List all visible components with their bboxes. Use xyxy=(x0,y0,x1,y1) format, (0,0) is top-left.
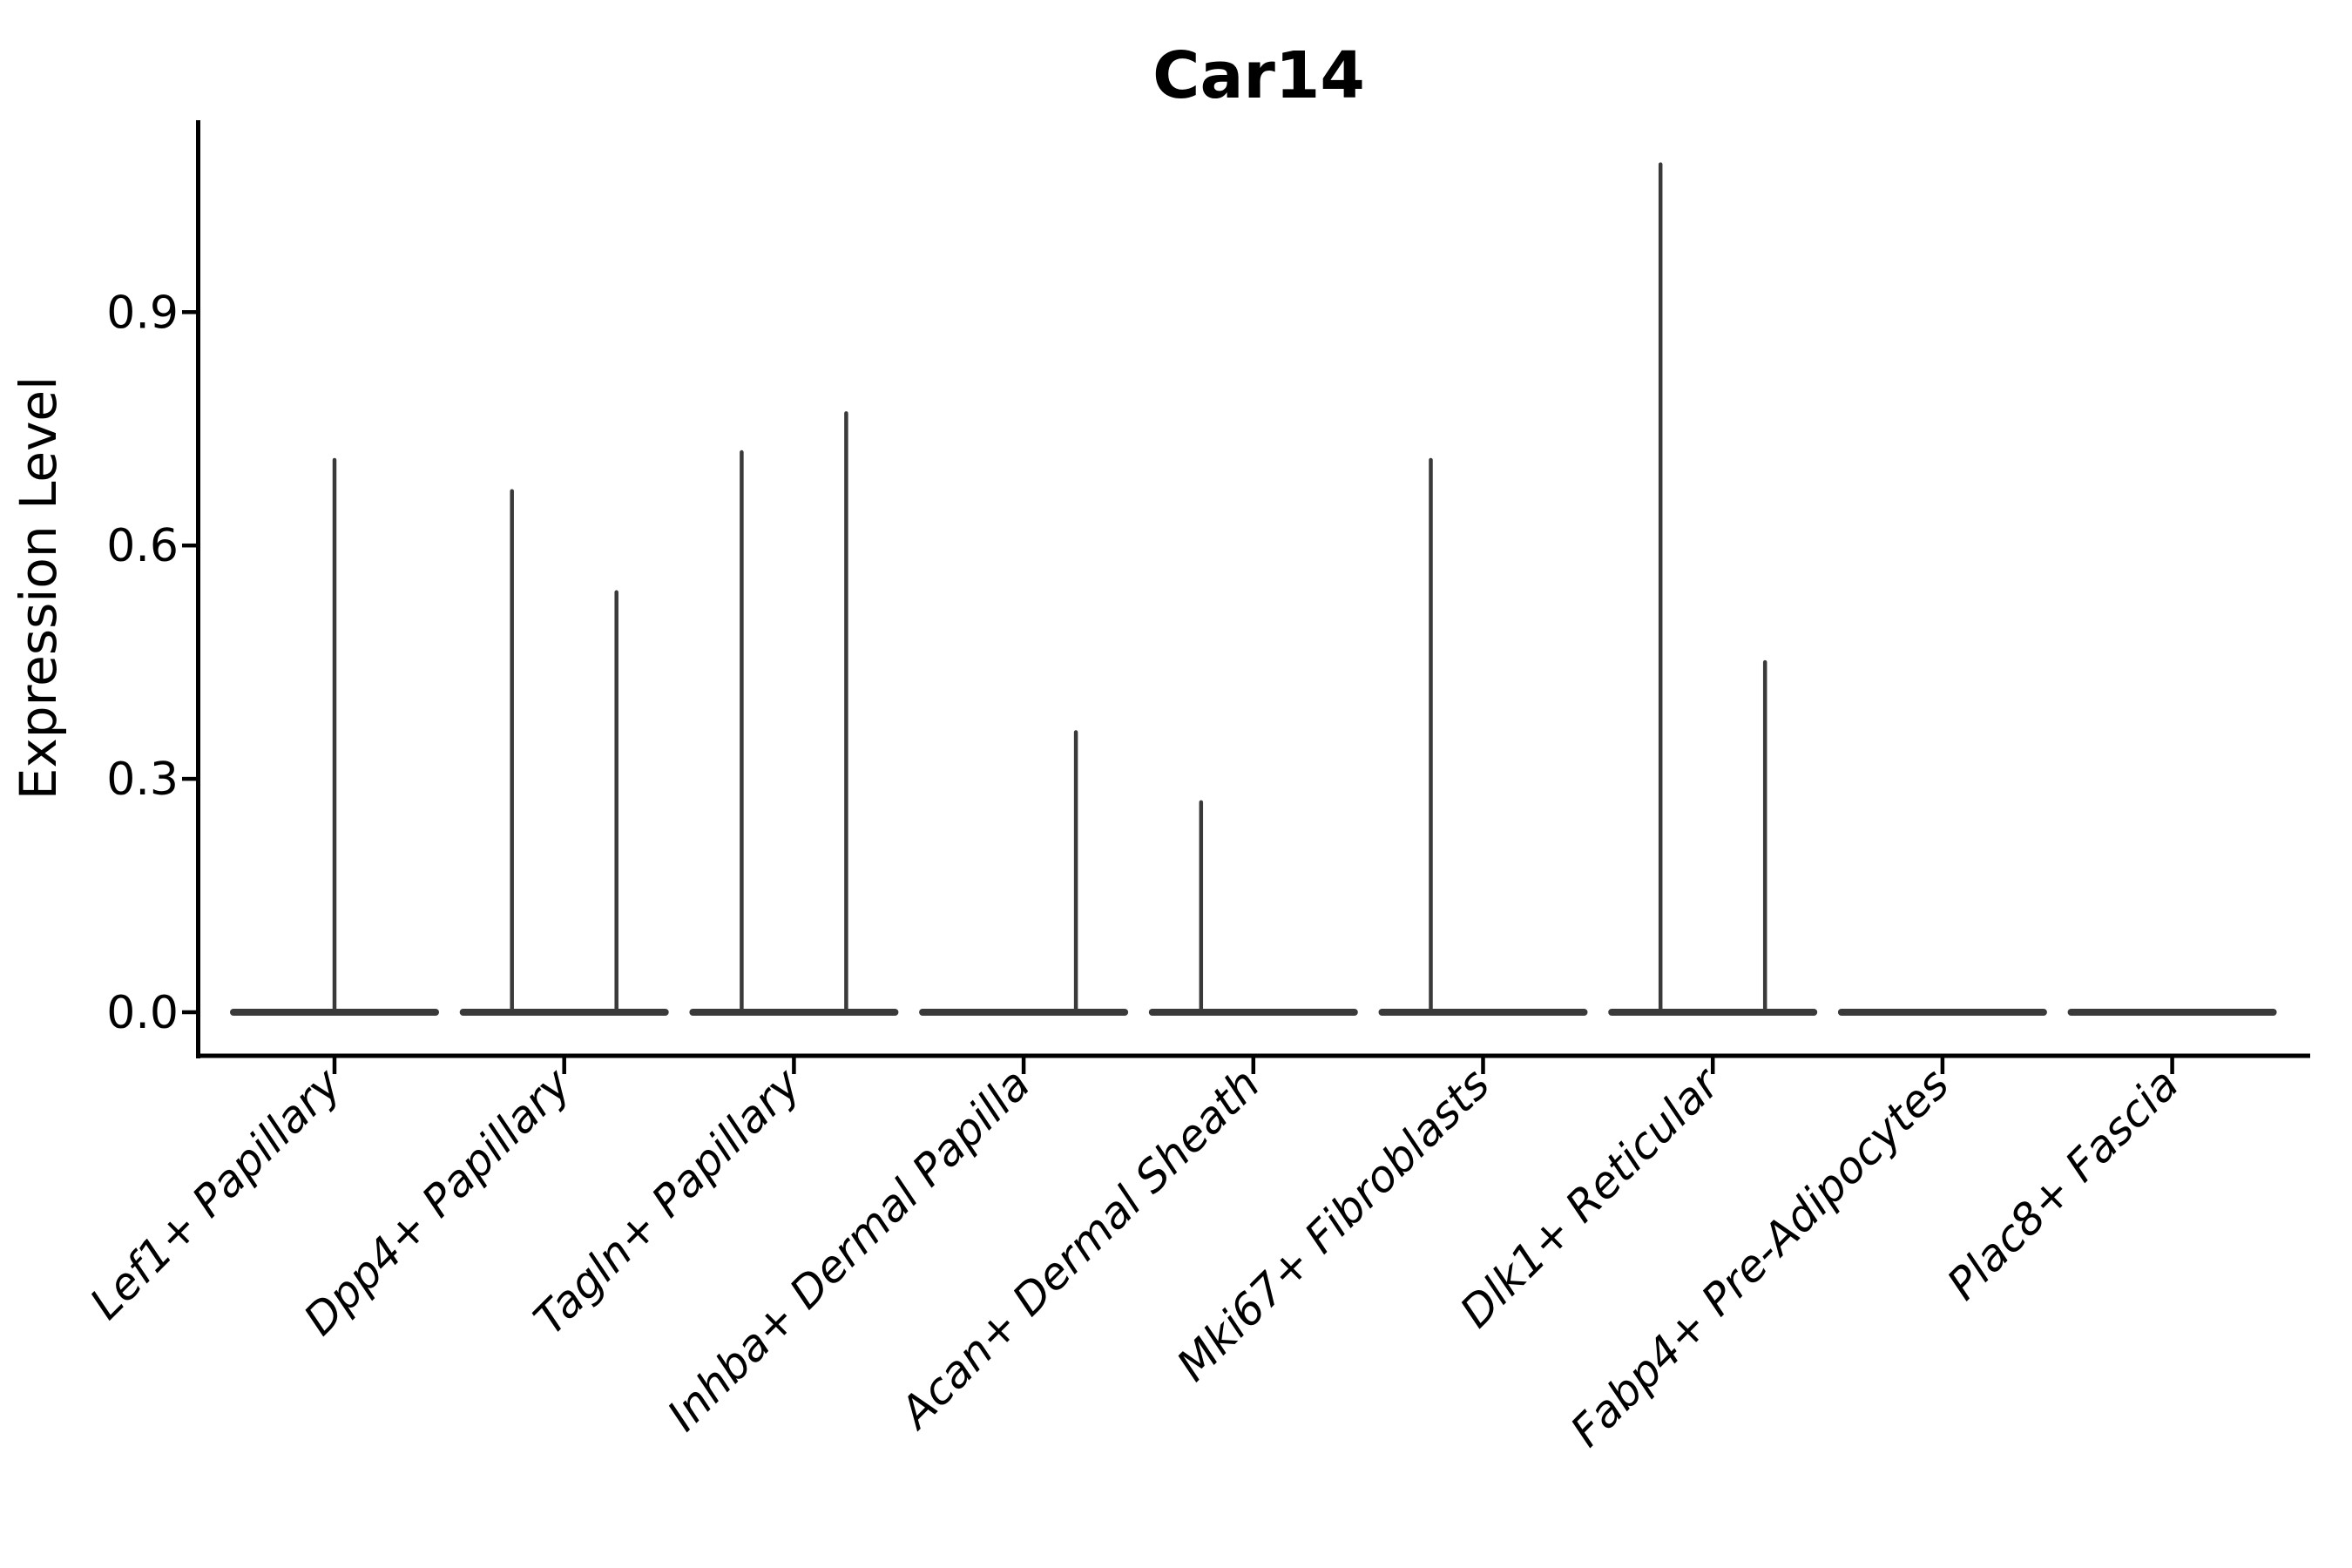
violin-series xyxy=(230,162,2277,1016)
y-tick-label: 0.9 xyxy=(106,287,179,339)
x-tick-mark xyxy=(332,1058,337,1074)
violin-base xyxy=(2067,1009,2277,1016)
violin-base xyxy=(1378,1009,1588,1016)
x-tick-label: Plac8+ Fascia xyxy=(1937,1058,2188,1309)
violin-base xyxy=(1608,1009,1818,1016)
x-tick-mark xyxy=(1251,1058,1256,1074)
x-tick-mark xyxy=(1940,1058,1945,1074)
violin-base xyxy=(919,1009,1129,1016)
x-tick-mark xyxy=(2170,1058,2174,1074)
violin-base xyxy=(1148,1009,1358,1016)
x-tick-label: Lef1+ Papillary xyxy=(80,1058,351,1328)
y-tick-label: 0.0 xyxy=(106,987,179,1039)
y-tick-label: 0.3 xyxy=(106,754,179,806)
y-tick-label: 0.6 xyxy=(106,520,179,572)
y-tick-mark xyxy=(182,1010,197,1015)
x-tick-mark xyxy=(562,1058,566,1074)
chart-title: Car14 xyxy=(1152,38,1365,113)
violin-base xyxy=(1837,1009,2047,1016)
violin-base xyxy=(459,1009,669,1016)
y-tick-mark xyxy=(182,310,197,314)
y-axis-label: Expression Level xyxy=(9,376,68,800)
y-axis-ticks: 0.0 0.3 0.6 0.9 xyxy=(106,287,197,1039)
y-tick-mark xyxy=(182,776,197,781)
x-tick-mark xyxy=(1710,1058,1715,1074)
x-tick-mark xyxy=(1021,1058,1026,1074)
x-axis-ticks xyxy=(332,1058,2174,1074)
violin-base xyxy=(689,1009,899,1016)
y-axis-spine xyxy=(196,120,200,1058)
x-tick-label: Fabp4+ Pre-Adipocytes xyxy=(1561,1058,1959,1456)
x-tick-label: Inhba+ Dermal Papilla xyxy=(658,1058,1039,1440)
x-axis-spine xyxy=(196,1053,2310,1058)
x-tick-mark xyxy=(1481,1058,1485,1074)
y-tick-mark xyxy=(182,543,197,548)
x-tick-mark xyxy=(792,1058,796,1074)
